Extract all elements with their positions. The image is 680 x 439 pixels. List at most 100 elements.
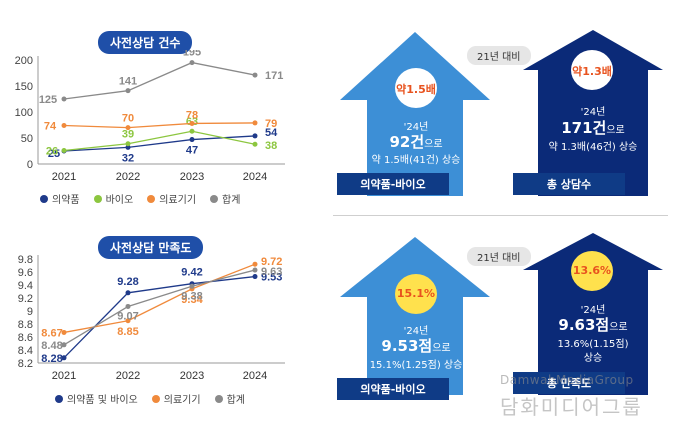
label-bar-top-left [337,173,449,195]
data-label: 79 [265,118,277,130]
x-tick-label: 2024 [243,171,267,180]
badge-bottom-left: 15.1% [396,287,436,300]
series-line [63,122,256,129]
detail-bottom-right: 13.6%(1.15점) [557,339,629,350]
data-point [252,120,258,126]
x-tick-label: 2022 [116,171,140,180]
data-point [189,60,195,66]
series-line [63,263,256,334]
legend-item: 의료기기 [147,191,196,206]
series-line [63,130,256,152]
arrow-bottom-left [340,237,490,395]
data-label: 78 [186,109,198,121]
data-label: 9.42 [181,267,202,279]
data-label: 9.53 [261,272,282,284]
arrow-top-left [340,32,490,196]
detail-top-left: 약 1.5배(41건) 상승 [371,155,461,166]
value-top-right: 171건으로 [561,119,625,137]
data-point [125,125,131,131]
year-top-right: '24년 [580,107,606,118]
data-point [61,96,67,102]
year-top-left: '24년 [403,122,429,133]
y-tick-label: 8.8 [18,319,33,331]
label-bar-bottom-left [337,378,449,400]
legend-item: 합계 [214,391,245,406]
arrows-svg [337,30,663,400]
compare-tag-top: 21년 대비 [467,46,531,65]
x-tick-label: 2022 [116,370,140,382]
x-tick-label: 2021 [52,171,76,180]
data-label: 9.07 [117,310,138,322]
data-point [61,329,67,335]
data-point [189,120,195,126]
data-label: 9.28 [117,276,138,288]
x-tick-label: 2021 [52,370,76,382]
data-label: 8.48 [41,340,62,352]
series-line [63,269,256,346]
legend-item: 의약품 및 바이오 [55,391,138,406]
data-label: 74 [44,121,57,133]
y-tick-label: 50 [21,133,33,145]
badge-top-left-bg [395,68,437,108]
y-tick-label: 9.6 [18,267,33,279]
y-tick-label: 9.8 [18,254,33,266]
y-tick-label: 9.2 [18,293,33,305]
data-label: 125 [39,94,57,106]
badge-bottom-right-bg [571,251,613,291]
y-tick-label: 100 [15,107,33,119]
badge-bottom-right: 13.6% [572,264,612,277]
data-point [125,88,131,94]
series-line [63,61,256,100]
data-label: 32 [122,152,134,164]
y-tick-label: 8.6 [18,332,33,344]
data-label: 9.38 [181,290,202,302]
label-top-left: 의약품-바이오 [360,178,426,191]
y-tick-label: 9 [27,306,33,318]
data-label: 195 [183,50,201,59]
data-point [252,274,258,280]
data-label: 9.34 [181,294,203,306]
y-tick-label: 9.4 [18,280,33,292]
data-label: 70 [122,113,134,125]
chart1-legend: 의약품 바이오 의료기기 합계 [40,191,240,206]
chart1-svg: 0 50 100 150 200 2021 2022 2023 2024 25 32 47 54 26 39… [15,50,285,180]
chart2-svg: 8.28.48.68.899.29.49.69.8 2021 2022 2023 202… [18,254,285,382]
badge-top-right-bg [571,50,613,90]
compare-tag-bottom: 21년 대비 [467,247,531,266]
detail2-bottom-right: 상승 [583,353,603,364]
data-point [125,303,131,309]
data-point [61,123,67,129]
detail-bottom-left: 15.1%(1.25점) 상승 [369,360,463,371]
data-point [61,355,67,361]
data-label: 26 [46,145,58,157]
x-tick-label: 2023 [180,370,204,382]
y-tick-label: 200 [15,55,33,67]
label-bottom-left: 의약품-바이오 [360,383,426,396]
value-bottom-right: 9.63점으로 [558,316,628,334]
data-point [189,283,195,289]
data-label: 54 [265,127,278,139]
legend-item: 의료기기 [151,391,201,406]
series-line [63,275,256,359]
year-bottom-right: '24년 [580,305,606,316]
label-bar-top-right [513,173,625,195]
chart2-legend: 의약품 및 바이오 의료기기 합계 [55,391,245,406]
arrow-bottom-right [523,233,663,395]
data-point [125,141,131,147]
watermark-en: DamwahMediaGroup [500,373,634,387]
data-label: 8.67 [41,327,62,339]
value-bottom-left: 9.53점으로 [381,337,451,355]
badge-bottom-left-bg [395,274,437,314]
chart2-title: 사전상담 만족도 [98,236,204,259]
x-tick-label: 2023 [180,171,204,180]
data-label: 171 [265,70,283,82]
y-tick-label: 0 [27,159,33,171]
legend-item: 바이오 [93,191,133,206]
y-tick-label: 8.2 [18,358,33,370]
data-point [252,141,258,147]
data-label: 39 [122,129,134,141]
data-point [125,144,131,150]
data-point [189,137,195,143]
data-label: 25 [48,148,60,160]
label-top-right: 총 상담수 [546,178,592,191]
